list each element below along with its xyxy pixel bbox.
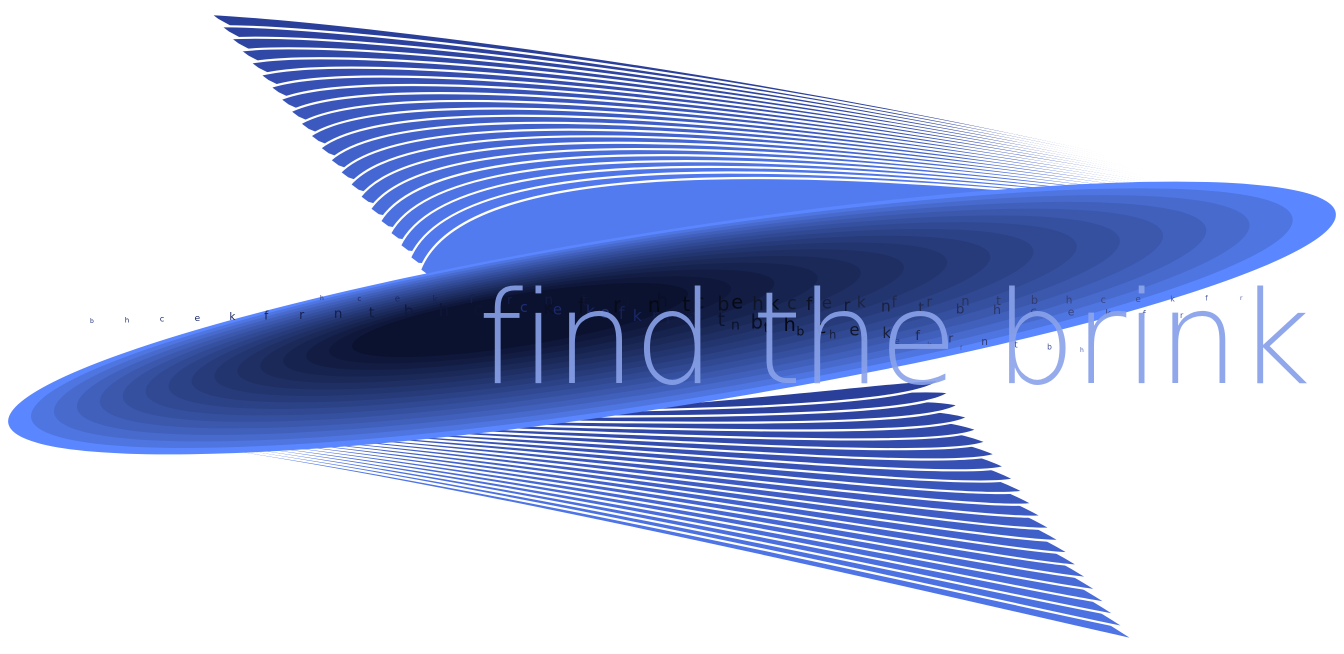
trail-glyph: n [881, 298, 891, 316]
trail-glyph: t [369, 304, 375, 321]
trail-glyph: r [1180, 311, 1184, 320]
trail-glyph: t [682, 292, 690, 316]
trail-glyph: b [956, 301, 965, 317]
trail-glyph: t [996, 294, 1001, 308]
trail-glyph: c [473, 299, 483, 320]
trail-glyph: r [299, 307, 305, 322]
trail-glyph: f [1205, 295, 1208, 303]
trail-glyph: f [892, 294, 898, 311]
trail-glyph: k [1170, 294, 1175, 303]
trail-glyph: c [160, 314, 165, 324]
trail-glyph: t [582, 292, 588, 310]
trail-glyph: f [578, 293, 586, 318]
trail-glyph: e [553, 301, 562, 318]
trail-glyph: e [508, 298, 520, 320]
trail-glyph: t [764, 321, 770, 337]
trail-glyph: n [544, 293, 553, 309]
trail-glyph: t [718, 310, 725, 331]
lower-ribbon-lobe [6, 378, 1136, 642]
headline-text: find the brink [478, 265, 1309, 414]
trail-glyph: r [652, 306, 660, 326]
core-ring [352, 283, 688, 357]
trail-glyph: r [1240, 295, 1243, 302]
trail-glyph: n [961, 295, 969, 310]
trail-glyph: b [751, 311, 763, 334]
trail-glyph: f [806, 295, 813, 315]
trail-glyph: c [357, 294, 361, 303]
trail-glyph: k [882, 324, 891, 342]
trail-glyph: e [1136, 295, 1141, 305]
trail-glyph: b [796, 324, 804, 339]
trail-glyph: n [334, 306, 343, 322]
trail-glyph: k [769, 293, 780, 314]
trail-glyph: f [666, 310, 672, 328]
trail-glyph: r [507, 293, 513, 308]
trail-glyph: h [993, 302, 1001, 317]
trail-glyph: c [787, 294, 797, 314]
trail-glyph: r [948, 332, 953, 346]
trail-glyph: f [915, 328, 921, 344]
trail-glyph: c [1101, 295, 1106, 306]
trail-glyph: k [927, 340, 932, 349]
trail-glyph: f [960, 345, 963, 352]
trail-glyph: f [619, 304, 626, 323]
trail-glyph: h [125, 315, 130, 324]
trail-glyph: n [648, 293, 661, 317]
trail-glyph: k [1105, 308, 1111, 319]
trail-glyph: e [1068, 306, 1075, 319]
trail-glyph: e [731, 291, 743, 314]
trail-glyph: r [698, 314, 705, 331]
trail-glyph: k [432, 294, 438, 305]
trail-glyph: b [404, 302, 414, 321]
trail-glyph: h [320, 295, 324, 302]
trail-glyph: e [822, 293, 832, 312]
trail-glyph: e [895, 337, 900, 347]
trail-glyph: k [586, 303, 595, 321]
trail-glyph: f [264, 309, 269, 323]
trail-glyph: c [694, 290, 705, 313]
trail-glyph: h [829, 328, 836, 341]
trail-glyph: r [844, 296, 851, 315]
trail-glyph: k [633, 307, 642, 325]
trail-glyph: b [619, 290, 630, 310]
headline-part-b: rink [1074, 265, 1309, 414]
trail-glyph: t [918, 300, 924, 317]
trail-glyph: c [817, 317, 827, 338]
trail-glyph: f [1143, 310, 1147, 320]
trail-glyph: k [229, 311, 235, 323]
trail-glyph: b [90, 318, 94, 325]
trail-glyph: k [543, 295, 555, 319]
trail-glyph: c [1030, 304, 1037, 318]
trail-glyph: k [857, 293, 867, 312]
trail-glyph: e [849, 321, 859, 340]
trail-glyph: e [395, 295, 400, 305]
trail-glyph: b [717, 293, 729, 316]
trail-glyph: n [981, 336, 988, 348]
trail-glyph: n [731, 318, 740, 334]
trail-glyph: h [439, 300, 450, 320]
trail-glyph: b [1031, 294, 1038, 307]
trail-glyph: h [752, 294, 764, 315]
trail-glyph: h [1080, 347, 1084, 354]
trail-glyph: h [657, 291, 669, 312]
trail-glyph: b [1047, 343, 1052, 352]
trail-glyph: f [470, 292, 475, 306]
trail-glyph: c [520, 300, 528, 316]
trail-glyph: h [784, 313, 796, 336]
trail-glyph: e [600, 303, 610, 322]
trail-glyph: r [926, 294, 932, 310]
trail-glyph: r [613, 294, 622, 319]
trail-glyph: e [195, 313, 201, 324]
trail-glyph: n [685, 308, 696, 329]
trail-glyph: c [862, 333, 868, 344]
headline-part-a: find the b [478, 265, 1074, 414]
trail-glyph: t [1014, 340, 1018, 350]
central-ellipse-core [8, 181, 1336, 455]
trail-glyph: h [1066, 295, 1073, 307]
letter-trail: b h c e k f r n t b h c e k f r n t b h c e k f r n t b h c e k f rh c e k f r… [90, 290, 1243, 354]
